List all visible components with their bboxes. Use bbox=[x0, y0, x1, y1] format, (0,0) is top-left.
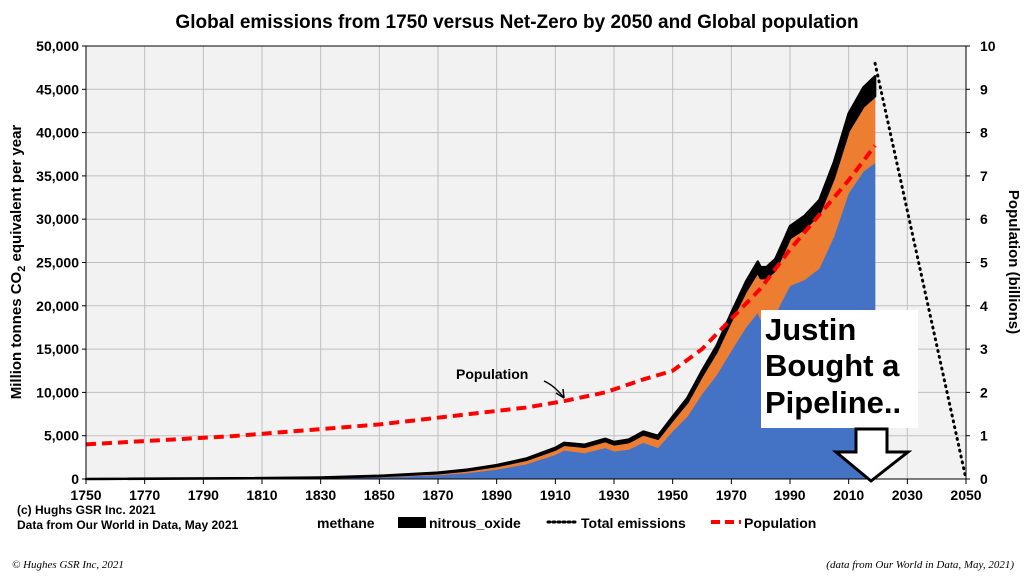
callout-line-3: Pipeline.. bbox=[765, 385, 901, 420]
y-tick-label: 25,000 bbox=[36, 255, 79, 271]
area-nitrous-oxide bbox=[84, 75, 877, 481]
y-axis-label-main: Million tonnes CO bbox=[8, 271, 25, 399]
y-axis-label-sub: 2 bbox=[16, 266, 28, 272]
y2-tick-label: 4 bbox=[980, 298, 988, 314]
x-tick-label: 2010 bbox=[833, 487, 864, 503]
y-axis-label-tail: equivalent per year bbox=[8, 125, 25, 266]
legend-label-nitrous-oxide: nitrous_oxide bbox=[429, 515, 521, 531]
x-tick-label: 1810 bbox=[246, 487, 277, 503]
x-tick-label: 1950 bbox=[657, 487, 688, 503]
y2-tick-label: 0 bbox=[980, 471, 988, 487]
footer-right: (data from Our World in Data, May, 2021) bbox=[826, 559, 1014, 571]
y2-tick-label: 3 bbox=[980, 341, 988, 357]
population-annotation-arrow bbox=[543, 380, 565, 399]
x-tick-label: 1970 bbox=[716, 487, 747, 503]
y2-tick-label: 9 bbox=[980, 81, 988, 97]
y2-tick-label: 5 bbox=[980, 255, 988, 271]
x-tick-label: 2030 bbox=[892, 487, 923, 503]
pipeline-callout-box bbox=[761, 310, 918, 428]
footer-left: © Hughes GSR Inc, 2021 bbox=[12, 559, 124, 571]
credit-line-1: (c) Hughs GSR Inc. 2021 bbox=[17, 503, 156, 517]
y-tick-label: 30,000 bbox=[36, 211, 79, 227]
chart-lines bbox=[85, 61, 968, 481]
down-arrow-icon bbox=[831, 427, 913, 483]
legend-label-population: Population bbox=[744, 515, 816, 531]
legend: methane nitrous_oxide Total emissions Po… bbox=[317, 515, 816, 531]
x-tick-label: 1790 bbox=[188, 487, 219, 503]
pipeline-callout: Justin Bought a Pipeline.. bbox=[761, 310, 918, 483]
x-tick-label: 1930 bbox=[598, 487, 629, 503]
y2-axis-label: Population (billions) bbox=[1005, 190, 1022, 334]
chart-title: Global emissions from 1750 versus Net-Ze… bbox=[175, 12, 858, 33]
y-tick-label: 10,000 bbox=[36, 384, 79, 400]
legend-label-total-emissions: Total emissions bbox=[581, 515, 686, 531]
y-tick-label: 40,000 bbox=[36, 125, 79, 141]
callout-line-1: Justin bbox=[765, 312, 856, 347]
y-tick-label: 50,000 bbox=[36, 38, 79, 54]
y-tick-label: 20,000 bbox=[36, 298, 79, 314]
x-tick-label: 1750 bbox=[70, 487, 101, 503]
y-tick-label: 5,000 bbox=[44, 428, 79, 444]
y2-tick-label: 8 bbox=[980, 125, 988, 141]
y2-axis-ticks: 0 1 2 3 4 5 6 7 8 9 10 bbox=[966, 38, 996, 487]
x-axis-ticks: 1750 1770 1790 1810 1830 1850 1870 1890 1910 1930… bbox=[70, 479, 982, 503]
x-tick-label: 2050 bbox=[950, 487, 981, 503]
y2-tick-label: 2 bbox=[980, 384, 988, 400]
x-tick-label: 1870 bbox=[422, 487, 453, 503]
x-tick-label: 1890 bbox=[481, 487, 512, 503]
x-tick-label: 1830 bbox=[305, 487, 336, 503]
y2-tick-label: 1 bbox=[980, 428, 988, 444]
x-tick-label: 1770 bbox=[129, 487, 160, 503]
callout-line-2: Bought a bbox=[765, 348, 900, 383]
credit-line-2: Data from Our World in Data, May 2021 bbox=[17, 518, 238, 532]
y-axis-label: Million tonnes CO2 equivalent per year bbox=[8, 125, 28, 400]
y2-tick-label: 6 bbox=[980, 211, 988, 227]
y2-tick-label: 7 bbox=[980, 168, 988, 184]
total-emissions-line bbox=[873, 61, 968, 481]
x-tick-label: 1850 bbox=[364, 487, 395, 503]
population-line bbox=[85, 144, 877, 447]
legend-swatch-nitrous-oxide bbox=[398, 517, 426, 528]
population-annotation-arrowhead bbox=[555, 388, 565, 399]
y-tick-label: 35,000 bbox=[36, 168, 79, 184]
legend-label-methane: methane bbox=[317, 515, 375, 531]
y-tick-label: 0 bbox=[71, 471, 79, 487]
y-tick-label: 45,000 bbox=[36, 81, 79, 97]
y-axis-ticks: 0 5,000 10,000 15,000 20,000 25,000 30,000 35,0… bbox=[36, 38, 86, 487]
x-tick-label: 1990 bbox=[774, 487, 805, 503]
x-tick-label: 1910 bbox=[540, 487, 571, 503]
population-annotation-label: Population bbox=[456, 366, 528, 382]
y2-tick-label: 10 bbox=[980, 38, 996, 54]
y-tick-label: 15,000 bbox=[36, 341, 79, 357]
